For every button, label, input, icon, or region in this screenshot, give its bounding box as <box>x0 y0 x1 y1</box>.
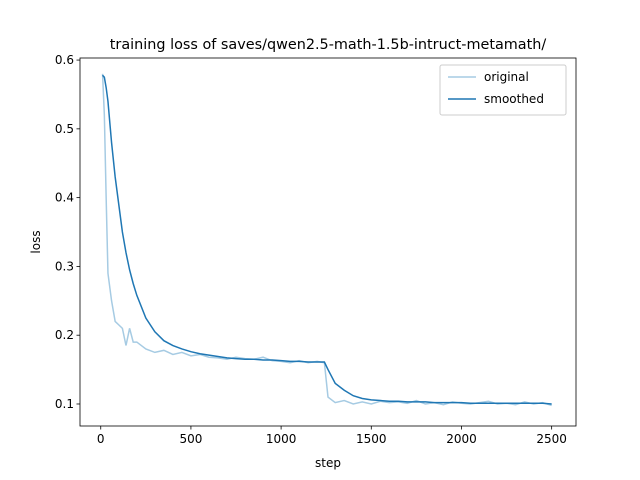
line-0 <box>101 73 552 407</box>
x-tick-label: 0 <box>97 432 105 446</box>
legend-label: smoothed <box>484 92 544 106</box>
legend: original smoothed <box>439 64 567 116</box>
y-tick-label: 0.3 <box>55 259 74 273</box>
x-tick-label: 2500 <box>536 432 567 446</box>
legend-label: original <box>484 70 529 84</box>
y-tick-label: 0.6 <box>55 53 74 67</box>
y-tick-label: 0.2 <box>55 328 74 342</box>
y-tick-label: 0.5 <box>55 122 74 136</box>
line-1 <box>101 74 552 405</box>
x-tick-label: 1000 <box>266 432 297 446</box>
y-tick-label: 0.1 <box>55 397 74 411</box>
y-tick-label: 0.4 <box>55 191 74 205</box>
y-axis-label: loss <box>29 230 43 253</box>
x-tick-label: 500 <box>179 432 202 446</box>
x-tick-label: 2000 <box>446 432 477 446</box>
x-tick-label: 1500 <box>356 432 387 446</box>
x-axis-label: step <box>315 456 341 470</box>
plot-frame <box>79 57 577 427</box>
chart-title: training loss of saves/qwen2.5-math-1.5b… <box>110 37 547 53</box>
